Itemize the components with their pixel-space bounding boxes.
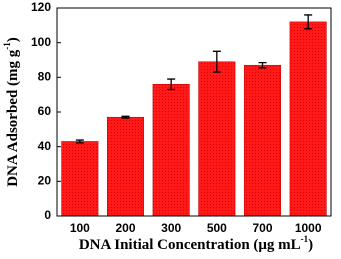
y-tick-label: 60: [38, 104, 52, 118]
bar: [152, 84, 190, 217]
x-tick-label: 500: [207, 221, 227, 235]
x-tick-label: 100: [70, 221, 90, 235]
y-label-end: ): [5, 37, 21, 42]
bar: [61, 141, 99, 217]
error-bar: [258, 61, 267, 69]
y-tick-label: 40: [38, 139, 52, 153]
x-tick-label: 1000: [295, 221, 322, 235]
y-label-text: DNA Adsorbed (mg g: [5, 49, 21, 187]
x-tick-label: 200: [115, 221, 135, 235]
bar: [289, 21, 327, 217]
plot-frame: [56, 7, 332, 217]
error-bar: [212, 50, 221, 73]
x-label-text: DNA Initial Concentration (μg mL: [79, 237, 301, 253]
bar: [198, 61, 236, 217]
y-tick-label: 120: [31, 0, 51, 14]
error-bar: [121, 115, 130, 119]
x-axis-label: DNA Initial Concentration (μg mL-1): [79, 234, 313, 253]
y-label-sup: -1: [2, 42, 12, 50]
y-tick-label: 20: [38, 174, 52, 188]
error-bar: [167, 78, 176, 91]
bar: [106, 116, 145, 217]
x-label-end: ): [308, 237, 313, 253]
y-tick-label: 100: [31, 35, 51, 49]
bar: [243, 64, 282, 217]
y-axis-label: DNA Adsorbed (mg g-1): [2, 37, 21, 187]
x-tick-label: 300: [161, 221, 181, 235]
error-bar: [304, 14, 313, 30]
error-bar: [75, 139, 84, 144]
y-tick-label: 0: [44, 208, 51, 222]
x-tick-label: 700: [252, 221, 272, 235]
y-tick-label: 80: [38, 70, 52, 84]
x-label-sup: -1: [301, 234, 309, 244]
